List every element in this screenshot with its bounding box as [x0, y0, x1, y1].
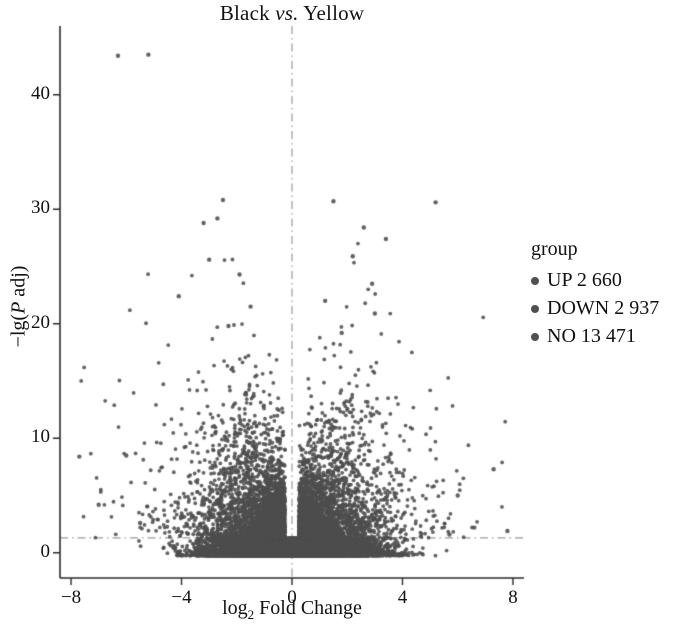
legend-dot-icon — [531, 332, 539, 341]
legend-dot-icon — [531, 276, 539, 285]
x-axis-label-prefix: log — [222, 597, 248, 619]
x-axis-label-subscript: 2 — [247, 607, 255, 622]
x-tick-label: −4 — [171, 587, 192, 608]
x-tick-label: 8 — [508, 587, 518, 608]
y-tick-label: 20 — [31, 311, 50, 333]
legend-item-no: NO 13 471 — [531, 325, 659, 348]
x-axis-label-suffix: Fold Change — [254, 597, 362, 619]
legend-items: UP 2 660 DOWN 2 937 NO 13 471 — [531, 269, 659, 348]
chart-title-italic: vs. — [275, 1, 299, 25]
y-tick-label: 40 — [31, 82, 50, 104]
x-axis-label: log2 Fold Change — [60, 597, 524, 623]
legend-dot-icon — [531, 304, 539, 313]
chart-title: Black vs. Yellow — [60, 1, 524, 26]
legend-item-down: DOWN 2 937 — [531, 297, 659, 320]
chart-title-prefix: Black — [219, 1, 276, 25]
legend-item-up: UP 2 660 — [531, 269, 659, 292]
chart-title-suffix: Yellow — [298, 1, 365, 25]
x-tick-label: −8 — [60, 587, 82, 608]
legend-item-label: UP 2 660 — [547, 269, 622, 291]
y-tick-label: 30 — [31, 197, 50, 219]
x-tick-label: 4 — [397, 587, 408, 608]
legend-item-label: DOWN 2 937 — [547, 297, 660, 319]
legend-title: group — [531, 238, 578, 260]
y-axis-label: −lg(P adj) — [8, 232, 31, 382]
legend-item-label: NO 13 471 — [547, 325, 636, 347]
legend: group UP 2 660 DOWN 2 937 NO 13 471 — [531, 238, 659, 353]
y-tick-label: 0 — [40, 540, 51, 562]
x-tick-label: 0 — [287, 587, 297, 608]
y-tick-label: 10 — [31, 426, 50, 448]
y-axis-label-suffix: adj) — [7, 265, 30, 302]
